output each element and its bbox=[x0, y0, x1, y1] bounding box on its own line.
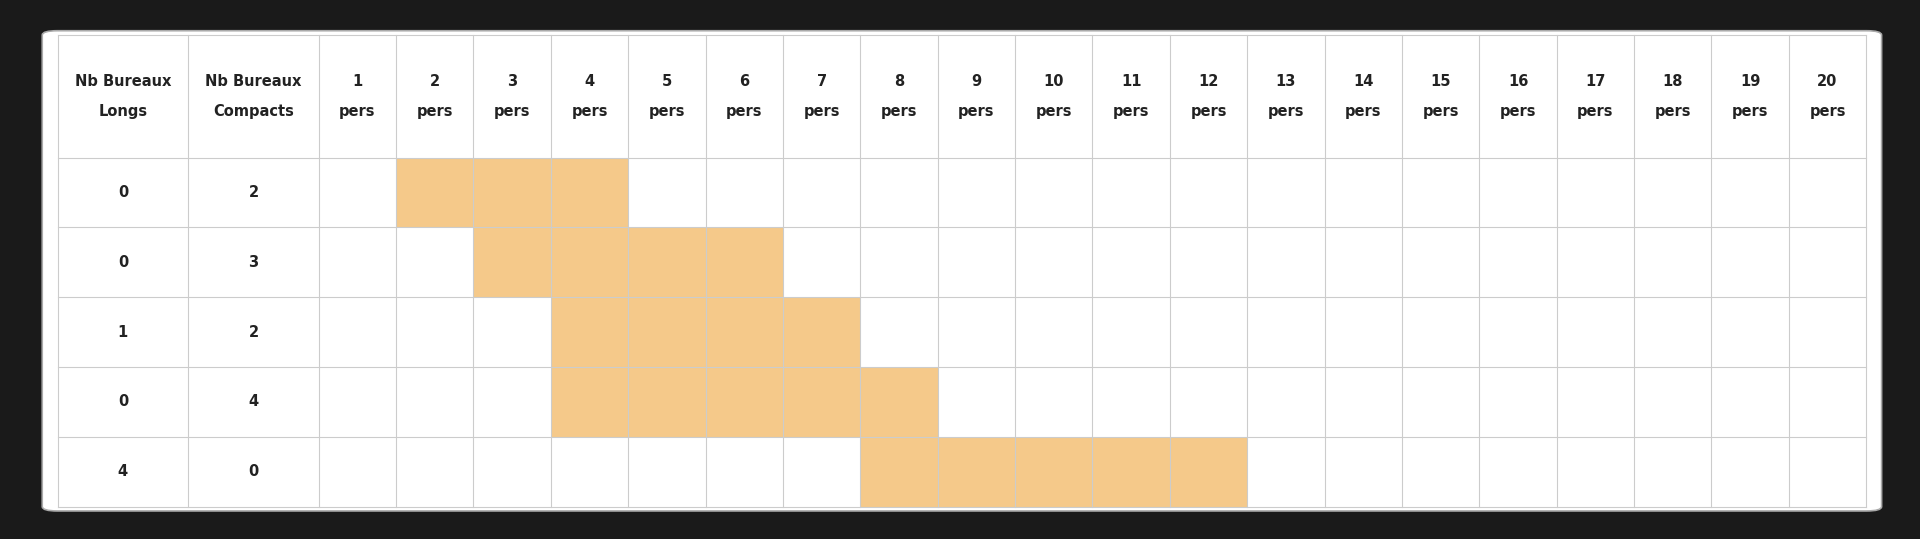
Bar bbox=[707, 227, 783, 297]
Text: 1: 1 bbox=[117, 324, 129, 340]
Text: pers: pers bbox=[493, 104, 530, 119]
Text: pers: pers bbox=[572, 104, 609, 119]
Text: Longs: Longs bbox=[98, 104, 148, 119]
Bar bbox=[783, 367, 860, 437]
Bar bbox=[628, 227, 705, 297]
Bar bbox=[551, 227, 628, 297]
Bar bbox=[937, 437, 1016, 507]
Bar bbox=[707, 297, 783, 367]
Bar bbox=[860, 437, 937, 507]
Bar bbox=[628, 297, 705, 367]
Bar bbox=[551, 158, 628, 227]
Text: pers: pers bbox=[803, 104, 839, 119]
Bar bbox=[396, 158, 474, 227]
Text: Nb Bureaux: Nb Bureaux bbox=[75, 74, 171, 89]
Text: pers: pers bbox=[1190, 104, 1227, 119]
Text: 16: 16 bbox=[1507, 74, 1528, 89]
Text: pers: pers bbox=[1346, 104, 1382, 119]
Text: 11: 11 bbox=[1121, 74, 1140, 89]
Text: 0: 0 bbox=[117, 185, 129, 200]
Bar bbox=[551, 297, 628, 367]
Text: 6: 6 bbox=[739, 74, 749, 89]
Text: 5: 5 bbox=[662, 74, 672, 89]
Bar bbox=[1169, 437, 1248, 507]
Text: 4: 4 bbox=[248, 395, 259, 410]
Text: pers: pers bbox=[1423, 104, 1459, 119]
Text: 0: 0 bbox=[117, 255, 129, 270]
Text: 15: 15 bbox=[1430, 74, 1452, 89]
Text: 19: 19 bbox=[1740, 74, 1761, 89]
Text: 4: 4 bbox=[117, 464, 129, 479]
Bar bbox=[551, 367, 628, 437]
Text: pers: pers bbox=[649, 104, 685, 119]
Text: 2: 2 bbox=[430, 74, 440, 89]
Text: pers: pers bbox=[340, 104, 376, 119]
Bar bbox=[474, 227, 551, 297]
Text: pers: pers bbox=[417, 104, 453, 119]
Text: pers: pers bbox=[958, 104, 995, 119]
Text: 8: 8 bbox=[895, 74, 904, 89]
Text: pers: pers bbox=[1655, 104, 1692, 119]
Text: 3: 3 bbox=[507, 74, 516, 89]
Text: 9: 9 bbox=[972, 74, 981, 89]
Text: 17: 17 bbox=[1586, 74, 1605, 89]
Text: 13: 13 bbox=[1275, 74, 1296, 89]
Text: pers: pers bbox=[881, 104, 918, 119]
Bar bbox=[707, 367, 783, 437]
Text: 2: 2 bbox=[248, 185, 259, 200]
Bar bbox=[474, 158, 551, 227]
Text: 14: 14 bbox=[1354, 74, 1373, 89]
Bar bbox=[1016, 437, 1092, 507]
Text: pers: pers bbox=[726, 104, 762, 119]
Text: pers: pers bbox=[1500, 104, 1536, 119]
Bar bbox=[628, 367, 705, 437]
Text: 20: 20 bbox=[1818, 74, 1837, 89]
Text: 12: 12 bbox=[1198, 74, 1219, 89]
Text: Nb Bureaux: Nb Bureaux bbox=[205, 74, 301, 89]
Text: 0: 0 bbox=[248, 464, 259, 479]
Text: 0: 0 bbox=[117, 395, 129, 410]
Text: pers: pers bbox=[1114, 104, 1150, 119]
Text: pers: pers bbox=[1576, 104, 1613, 119]
Text: pers: pers bbox=[1035, 104, 1071, 119]
Text: 3: 3 bbox=[248, 255, 259, 270]
Bar bbox=[860, 367, 937, 437]
Text: 1: 1 bbox=[351, 74, 363, 89]
Bar bbox=[783, 297, 860, 367]
Text: 18: 18 bbox=[1663, 74, 1684, 89]
Text: pers: pers bbox=[1732, 104, 1768, 119]
Bar bbox=[1092, 437, 1169, 507]
Text: 4: 4 bbox=[584, 74, 595, 89]
Text: 7: 7 bbox=[816, 74, 828, 89]
Text: Compacts: Compacts bbox=[213, 104, 294, 119]
Text: 10: 10 bbox=[1044, 74, 1064, 89]
Text: 2: 2 bbox=[248, 324, 259, 340]
FancyBboxPatch shape bbox=[42, 31, 1882, 511]
Text: pers: pers bbox=[1809, 104, 1845, 119]
Text: pers: pers bbox=[1267, 104, 1304, 119]
